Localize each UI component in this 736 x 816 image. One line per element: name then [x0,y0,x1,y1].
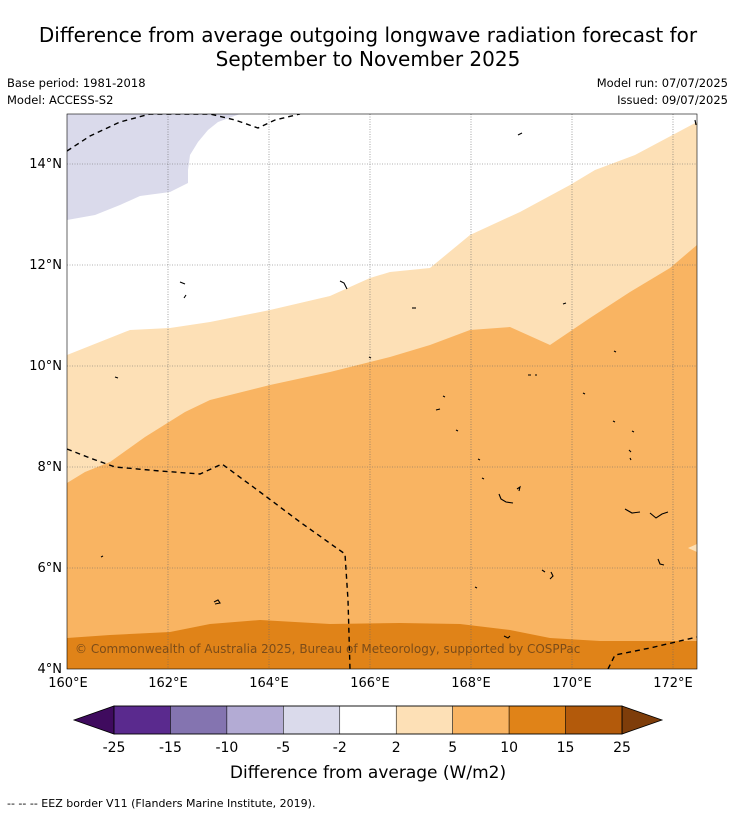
colorbar-segment [395,705,453,735]
colorbar-tick-label: 15 [557,740,575,756]
island-marker [516,485,521,492]
eez-borders [67,114,697,669]
model-run-text: Model run: 07/07/2025 [596,76,728,90]
colorbar-segments [113,705,623,735]
island-marker [498,493,514,504]
island-marker [541,569,554,580]
colorbar-segment [226,705,284,735]
island-marker [657,558,665,566]
title-line-1: Difference from average outgoing longwav… [38,23,698,47]
eez-border-north [67,114,301,152]
lon-tick-label: 166°E [350,676,390,691]
colorbar-segment [113,705,171,735]
colorbar-tick-label: -25 [103,740,126,756]
island-marker [213,599,221,605]
lat-tick-label: 10°N [29,359,62,374]
island-marker [562,302,567,305]
title-line-2: September to November 2025 [215,47,521,71]
island-marker [435,395,446,411]
lat-tick-label: 14°N [29,157,62,172]
island-marker [368,356,372,359]
eez-legend-note: -- -- -- EEZ border V11 (Flanders Marine… [7,797,316,810]
colorbar-segment [170,705,228,735]
colorbar-frame [113,705,623,735]
colorbar-tick-label: -2 [333,740,347,756]
island-marker [624,508,641,514]
lon-tick-label: 170°E [552,676,592,691]
colorbar-segment [283,705,341,735]
islands [100,119,697,639]
lon-tick-labels: 160°E 162°E 164°E 166°E 168°E 170°E 172°… [48,676,693,691]
copyright-text: © Commonwealth of Australia 2025, Bureau… [75,642,580,656]
island-marker [100,555,104,558]
colorbar-segment [508,705,566,735]
island-marker [183,294,187,299]
island-marker [503,635,511,639]
eez-border-southeast [607,636,697,669]
gridlines [67,114,697,669]
colorbar-segment [452,705,510,735]
island-marker [582,392,586,395]
colorbar-segment [339,705,397,735]
lon-tick-label: 160°E [48,676,88,691]
colorbar-tick-label: -15 [159,740,182,756]
colorbar-tick-label: 25 [613,740,631,756]
island-marker [455,429,459,432]
region-minus2-to-2 [67,114,697,355]
lon-tick-label: 164°E [249,676,289,691]
colorbar-tick-label: 2 [392,740,401,756]
island-marker [179,281,186,285]
island-marker [339,280,348,290]
colorbar-extend-low [72,705,115,735]
lat-tick-labels: 4°N 6°N 8°N 10°N 12°N 14°N [29,157,62,677]
colorbar: -25 -15 -10 -5 -2 2 5 10 15 25 Difference from av… [72,705,664,783]
island-marker [628,449,632,461]
island-marker [612,420,635,433]
island-marker [649,511,669,519]
eez-border-west [67,448,351,669]
model-text: Model: ACCESS-S2 [7,93,114,107]
lon-tick-label: 168°E [451,676,491,691]
base-period-text: Base period: 1981-2018 [7,76,146,90]
island-marker [517,132,523,136]
colorbar-tick-labels: -25 -15 -10 -5 -2 2 5 10 15 25 [103,740,631,756]
colorbar-title: Difference from average (W/m2) [230,763,506,783]
lon-tick-label: 162°E [148,676,188,691]
map-frame [66,113,698,670]
island-marker [694,119,697,126]
colorbar-tick-label: -10 [215,740,238,756]
lon-tick-label: 172°E [653,676,693,691]
region-patch-east [688,544,697,552]
lat-tick-label: 6°N [38,561,63,576]
lat-tick-label: 4°N [38,662,63,677]
colorbar-tick-label: -5 [276,740,290,756]
lat-tick-label: 12°N [29,258,62,273]
lat-tick-label: 8°N [38,460,63,475]
island-marker [477,458,485,480]
colorbar-tick-label: 10 [500,740,518,756]
island-marker [613,350,617,353]
map-fill-regions [67,114,697,669]
region-minus5-to-minus2 [67,114,240,220]
region-10-to-15 [67,620,697,669]
colorbar-segment [565,705,623,735]
colorbar-tick-label: 5 [448,740,457,756]
issued-text: Issued: 09/07/2025 [617,93,728,107]
island-marker [474,586,478,589]
colorbar-extend-high [621,705,664,735]
island-marker [114,376,119,379]
